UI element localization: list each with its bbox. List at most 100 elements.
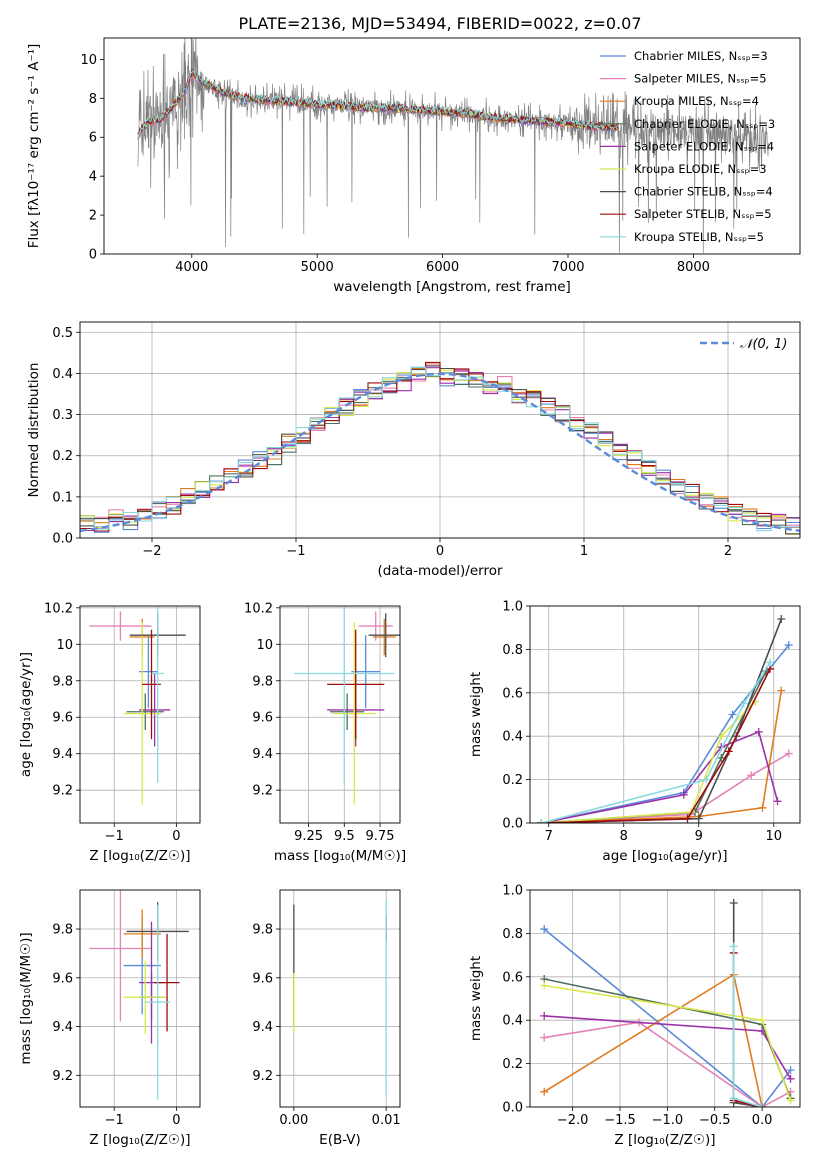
weight-point-marker xyxy=(784,641,793,650)
mass-vs-z-frame xyxy=(79,889,201,1108)
weight-point-marker xyxy=(728,710,737,719)
legend-entry: Chabrier STELIB, Nₛₛₚ=4 xyxy=(634,185,773,199)
age-vs-z-plot-area xyxy=(89,606,186,805)
weight-point-marker xyxy=(773,797,782,806)
x-tick-label: −2.0 xyxy=(557,1113,589,1128)
normal-curve-line xyxy=(80,372,800,532)
weight-point-marker xyxy=(540,1087,549,1096)
weight-point-marker xyxy=(754,727,763,736)
weight-point-marker xyxy=(679,790,688,799)
y-tick-label: 0 xyxy=(89,248,97,263)
x-tick-label: −0.5 xyxy=(699,1113,731,1128)
y-axis-label: mass weight xyxy=(468,956,484,1041)
y-tick-label: 10 xyxy=(80,53,97,68)
weight-series-line xyxy=(544,1021,791,1107)
residuals-frame xyxy=(79,321,801,539)
age-vs-mass-axes: 9.25 9.5 9.75 9.2 9.4 9.6 9.8 10 10.2 mass [log₁₀… xyxy=(244,601,406,864)
y-tick-label: 10.2 xyxy=(244,601,273,616)
x-tick-label: −1.5 xyxy=(604,1113,636,1128)
mass-vs-z-plot-area xyxy=(89,890,189,1100)
y-tick-label: 8 xyxy=(89,92,97,107)
weight-point-marker xyxy=(724,747,733,756)
y-tick-label: 1.0 xyxy=(502,600,523,615)
y-tick-label: 9.6 xyxy=(52,711,73,726)
x-tick-label: 9.75 xyxy=(366,829,395,844)
x-tick-label: 9.25 xyxy=(294,829,323,844)
y-tick-label: 0.4 xyxy=(502,730,523,745)
y-axis-label: mass weight xyxy=(468,672,484,757)
x-tick-label: 7 xyxy=(545,829,553,844)
y-tick-label: 0.8 xyxy=(502,927,523,942)
histogram-step xyxy=(80,366,800,532)
y-tick-label: 9.2 xyxy=(252,784,273,799)
weight-series-line xyxy=(543,928,792,1107)
x-tick-label: 7000 xyxy=(551,260,584,275)
x-tick-label: 4000 xyxy=(175,260,208,275)
weight-point-marker xyxy=(540,1033,549,1042)
weight-series-line xyxy=(541,644,790,823)
y-axis-label: mass [log₁₀(M/M☉)] xyxy=(18,932,34,1064)
weight-point-marker xyxy=(683,814,692,823)
y-tick-label: 9.4 xyxy=(252,1020,273,1035)
y-tick-label: 0.5 xyxy=(52,326,73,341)
y-tick-label: 0.8 xyxy=(502,643,523,658)
x-tick-label: 0 xyxy=(172,1113,180,1128)
y-tick-label: 6 xyxy=(89,131,97,146)
y-tick-label: 0.2 xyxy=(502,773,523,788)
weight-point-marker xyxy=(739,699,748,708)
x-axis-label: Z [log₁₀(Z/Z☉)] xyxy=(614,1132,715,1148)
mass-vs-z-axes: −1 0 9.2 9.4 9.6 9.8 Z [log₁₀(Z/Z☉)] mass [log₁… xyxy=(18,890,200,1148)
weight-point-marker xyxy=(786,1074,795,1083)
x-tick-label: 8000 xyxy=(677,260,710,275)
weight-series-line xyxy=(541,661,771,823)
x-tick-label: 0.00 xyxy=(279,1113,308,1128)
weight-point-marker xyxy=(786,1096,795,1105)
spectrum-frame xyxy=(103,37,801,255)
y-tick-label: 9.8 xyxy=(52,923,73,938)
spectrum-axes: 4000 5000 6000 7000 8000 0 2 4 6 8 10 wavelength [A… xyxy=(26,44,710,295)
y-tick-label: 9.6 xyxy=(252,971,273,986)
y-tick-label: 0.0 xyxy=(502,1101,523,1116)
x-axis-label: wavelength [Angstrom, rest frame] xyxy=(333,279,571,295)
x-tick-label: −1.0 xyxy=(652,1113,684,1128)
y-tick-label: 10 xyxy=(256,638,273,653)
mass-vs-ebv-frame xyxy=(279,889,401,1108)
weight-point-marker xyxy=(758,1103,767,1107)
weight-vs-age-plot-area xyxy=(537,615,793,823)
y-tick-label: 4 xyxy=(89,170,97,185)
age-vs-z-axes: −1 0 9.2 9.4 9.6 9.8 10 10.2 Z [log₁₀(Z/Z☉)] age … xyxy=(18,601,200,864)
legend-entry: Chabrier MILES, Nₛₛₚ=3 xyxy=(634,49,768,63)
y-tick-label: 9.2 xyxy=(52,784,73,799)
x-axis-label: mass [log₁₀(M/M☉)] xyxy=(274,848,406,864)
y-tick-label: 10.2 xyxy=(44,601,73,616)
figure-title: PLATE=2136, MJD=53494, FIBERID=0022, z=0… xyxy=(238,14,641,33)
y-tick-label: 0.2 xyxy=(502,1057,523,1072)
y-tick-label: 9.8 xyxy=(52,674,73,689)
model-series-line xyxy=(137,70,618,136)
spectrum-plot-area xyxy=(137,38,769,253)
legend-entry: Salpeter ELODIE, Nₛₛₚ=4 xyxy=(634,139,774,153)
y-tick-label: 0.2 xyxy=(52,449,73,464)
legend-entry: Chabrier ELODIE, Nₛₛₚ=3 xyxy=(634,117,775,131)
weight-point-marker xyxy=(766,658,774,667)
x-axis-label: Z [log₁₀(Z/Z☉)] xyxy=(89,848,190,864)
y-tick-label: 9.4 xyxy=(52,1020,73,1035)
residuals-legend: 𝒩(0, 1) xyxy=(700,337,787,352)
weight-point-marker xyxy=(758,1027,767,1036)
x-tick-label: 1 xyxy=(580,544,588,559)
y-tick-label: 9.2 xyxy=(52,1069,73,1084)
weight-point-marker xyxy=(717,732,726,741)
legend-entry: Kroupa STELIB, Nₛₛₚ=5 xyxy=(634,230,764,244)
y-tick-label: 9.4 xyxy=(252,747,273,762)
y-tick-label: 0.1 xyxy=(52,490,73,505)
x-axis-label: (data-model)/error xyxy=(377,563,503,579)
y-tick-label: 1.0 xyxy=(502,884,523,899)
spectrum-legend: Chabrier MILES, Nₛₛₚ=3 Salpeter MILES, Nₛ… xyxy=(600,49,775,244)
weight-series-line xyxy=(541,668,771,823)
y-tick-label: 0.0 xyxy=(52,532,73,547)
age-vs-mass-plot-area xyxy=(294,606,400,805)
y-tick-label: 9.8 xyxy=(252,674,273,689)
y-tick-label: 0.0 xyxy=(502,817,523,832)
